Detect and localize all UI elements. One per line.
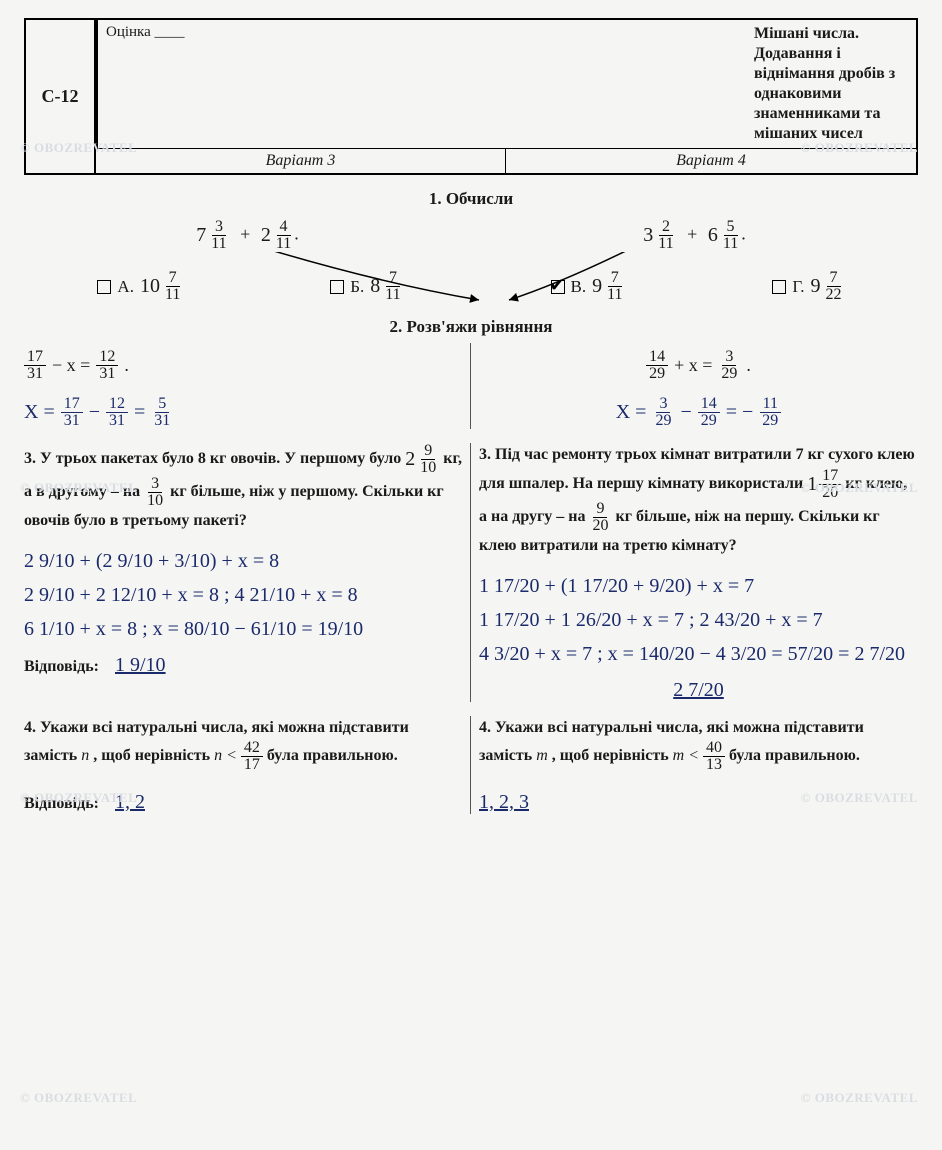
q3-right-ans: 2 7/20	[673, 679, 724, 701]
q3-left-ans-label: Відповідь:	[24, 658, 99, 675]
q1-answers: А. 10711 Б. 8711 В. 9711 Г. 9722	[24, 270, 918, 303]
variant-left: Варіант 3	[96, 149, 506, 173]
q2-title: 2. Розв'яжи рівняння	[24, 317, 918, 337]
q1-title: 1. Обчисли	[24, 189, 918, 209]
worksheet-title: Мішані числа. Додавання і віднімання дро…	[746, 20, 916, 149]
q4-right-text: 4. Укажи всі натуральні числа, які можна…	[479, 716, 918, 774]
q4-right-ans: 1, 2, 3	[479, 791, 529, 813]
q3-left-text: 3. У трьох пакетах було 8 кг овочів. У п…	[24, 443, 462, 534]
q3-left-ans: 1 9/10	[115, 654, 166, 676]
q1-right-expr: 3211 + 6511.	[643, 219, 745, 252]
q1-answer-g[interactable]: Г. 9722	[772, 270, 844, 303]
q2-right-eq: 1429 + x = 329.	[479, 349, 918, 382]
q4-left-text: 4. Укажи всі натуральні числа, які можна…	[24, 716, 462, 774]
q1-answer-b[interactable]: Б. 8711	[330, 270, 403, 303]
grade-field: Оцінка ____	[96, 20, 746, 149]
q1-expressions: 7311 + 2411. 3211 + 6511.	[24, 219, 918, 252]
q1-answer-v[interactable]: В. 9711	[551, 270, 626, 303]
worksheet-header: С-12 Мішані числа. Додавання і відніманн…	[24, 18, 918, 175]
q3-left-work: 2 9/10 + (2 9/10 + 3/10) + x = 8 2 9/10 …	[24, 544, 462, 646]
q1-left-expr: 7311 + 2411.	[196, 219, 298, 252]
watermark: © OBOZREVATEL	[801, 1090, 918, 1106]
q4-left-ans: 1, 2	[115, 791, 145, 813]
q2-left-eq: 1731 − x = 1231.	[24, 349, 462, 382]
q1-answer-a[interactable]: А. 10711	[97, 270, 183, 303]
variant-right: Варіант 4	[506, 149, 916, 173]
q3-right-text: 3. Під час ремонту трьох кімнат витратил…	[479, 443, 918, 559]
q2-left-solution: X = 1731 − 1231 = 531	[24, 396, 462, 429]
q4-left-ans-label: Відповідь:	[24, 795, 99, 812]
worksheet-code: С-12	[26, 20, 96, 173]
watermark: © OBOZREVATEL	[20, 1090, 137, 1106]
q3-right-work: 1 17/20 + (1 17/20 + 9/20) + x = 7 1 17/…	[479, 569, 918, 671]
q2-right-solution: X = 329 − 1429 = − 1129	[479, 396, 918, 429]
